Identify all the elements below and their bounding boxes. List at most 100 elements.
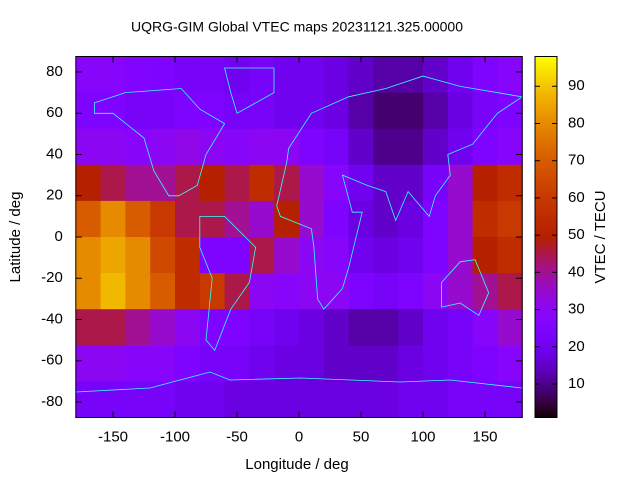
heatmap-cell <box>497 237 523 274</box>
heatmap-cell <box>373 164 399 202</box>
colorbar-strip <box>535 252 557 256</box>
heatmap-cell <box>75 345 102 382</box>
heatmap-cell <box>199 309 226 346</box>
heatmap-cell <box>348 309 374 346</box>
colorbar-strip <box>535 155 557 160</box>
heatmap-cell <box>199 128 226 166</box>
heatmap-cell <box>150 273 176 310</box>
heatmap-cell <box>323 56 350 94</box>
colorbar-tick-label: 10 <box>568 375 585 392</box>
colorbar-strip <box>535 291 557 295</box>
heatmap-cell <box>373 309 399 346</box>
heatmap-cell <box>249 345 275 382</box>
heatmap-cell <box>199 56 226 94</box>
heatmap-cell <box>373 381 399 418</box>
colorbar-strip <box>535 113 557 118</box>
x-tick-label: 0 <box>295 428 303 445</box>
heatmap-cell <box>75 273 102 310</box>
heatmap-cell <box>100 164 126 202</box>
heatmap-cell <box>323 128 350 166</box>
colorbar-strip <box>535 86 557 91</box>
coastline <box>94 88 226 197</box>
colorbar-strip <box>535 215 557 220</box>
colorbar-strip <box>535 143 557 148</box>
heatmap-cell <box>249 273 275 310</box>
y-tick-label: -80 <box>41 393 63 410</box>
colorbar-strip <box>535 77 557 82</box>
heatmap-cell <box>398 56 424 94</box>
heatmap-cell <box>100 345 126 382</box>
heatmap-cell <box>125 273 151 310</box>
colorbar-strip <box>535 288 557 292</box>
colorbar-strip <box>535 227 557 232</box>
y-tick-label: 20 <box>46 187 63 204</box>
colorbar-strip <box>535 312 557 316</box>
colorbar-strip <box>535 140 557 145</box>
heatmap-cell <box>398 128 424 166</box>
heatmap-cell <box>175 309 201 346</box>
colorbar-strip <box>535 372 557 376</box>
heatmap-cell <box>175 237 201 274</box>
colorbar-strip <box>535 243 557 247</box>
colorbar-strip <box>535 233 557 238</box>
heatmap-cell <box>125 237 151 274</box>
heatmap-cell <box>497 345 523 382</box>
colorbar-strip <box>535 258 557 262</box>
colorbar-strip <box>535 399 557 403</box>
heatmap-cell <box>249 128 275 166</box>
colorbar-strip <box>535 282 557 286</box>
coastline <box>276 75 524 310</box>
colorbar-strip <box>535 297 557 301</box>
y-tick-label: 0 <box>54 228 62 245</box>
heatmap-cell <box>472 273 498 310</box>
colorbar-strip <box>535 339 557 343</box>
heatmap-cell <box>224 200 250 238</box>
heatmap-cell <box>249 237 275 274</box>
heatmap-cell <box>249 164 275 202</box>
heatmap-cell <box>175 200 201 238</box>
colorbar-strip <box>535 80 557 85</box>
heatmap-cell <box>398 381 424 418</box>
heatmap-cell <box>175 381 201 418</box>
colorbar-tick-label: 70 <box>568 152 585 169</box>
colorbar-strip <box>535 264 557 268</box>
colorbar-strip <box>535 56 557 61</box>
colorbar-strip <box>535 125 557 130</box>
colorbar-tick-label: 50 <box>568 226 585 243</box>
colorbar-label: VTEC / TECU <box>592 190 609 283</box>
heatmap-cell <box>373 128 399 166</box>
heatmap-cell <box>348 273 374 310</box>
heatmap-cell <box>472 309 498 346</box>
colorbar-strip <box>535 342 557 346</box>
heatmap-cell <box>398 164 424 202</box>
heatmap-cell <box>75 128 102 166</box>
coastline <box>441 259 490 316</box>
colorbar-strip <box>535 89 557 94</box>
heatmap-cell <box>299 237 325 274</box>
colorbar-strip <box>535 83 557 88</box>
heatmap-cell <box>348 200 374 238</box>
colorbar-strip <box>535 273 557 277</box>
colorbar-strip <box>535 309 557 313</box>
heatmap-cell <box>224 345 250 382</box>
colorbar-strip <box>535 119 557 124</box>
heatmap-cell <box>199 164 226 202</box>
colorbar-tick-label: 30 <box>568 301 585 318</box>
colorbar-strip <box>535 68 557 73</box>
heatmap-cell <box>175 92 201 130</box>
heatmap-cell <box>323 309 350 346</box>
heatmap-cell <box>423 309 449 346</box>
heatmap-cell <box>100 92 126 130</box>
heatmap-cell <box>497 128 523 166</box>
heatmap-cell <box>423 237 449 274</box>
colorbar-strip <box>535 405 557 409</box>
heatmap-cell <box>150 381 176 418</box>
colorbar-strip <box>535 164 557 169</box>
colorbar-strip <box>535 74 557 79</box>
colorbar-strip <box>535 261 557 265</box>
colorbar-strip <box>535 161 557 166</box>
heatmap-cell <box>472 92 498 130</box>
heatmap-cell <box>348 237 374 274</box>
heatmap-cell <box>447 273 474 310</box>
colorbar-strip <box>535 92 557 97</box>
